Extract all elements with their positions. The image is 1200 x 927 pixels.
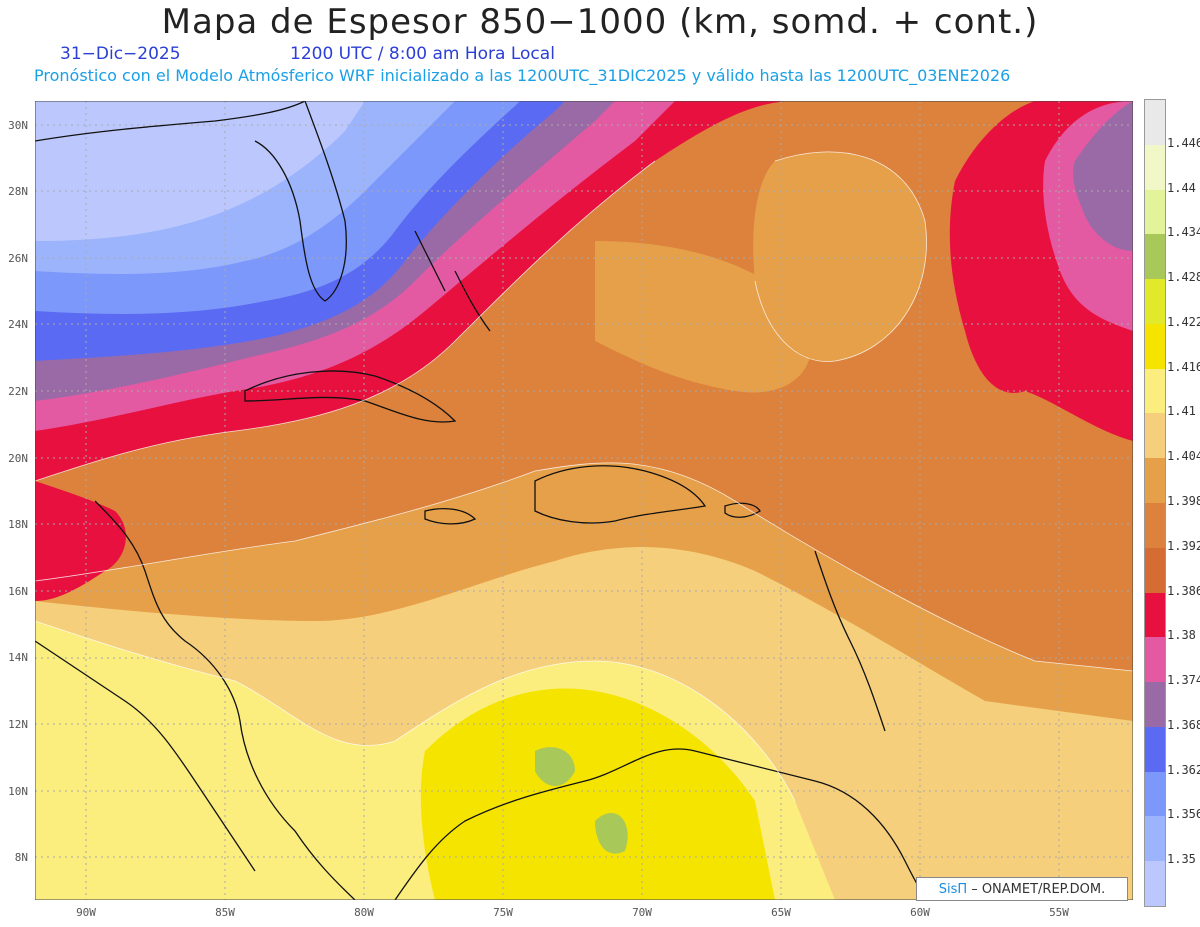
band-below [35,101,365,241]
colorbar-tick-label: 1.356 [1167,807,1200,822]
colorbar-tick-label: 1.41 [1167,404,1196,419]
lon-label: 70W [632,906,652,919]
map-title: Mapa de Espesor 850−1000 (km, somd. + co… [161,2,1039,42]
lat-label: 30N [8,119,28,132]
colorbar-swatch [1145,771,1165,817]
colorbar-swatch [1145,100,1165,146]
contours [35,151,1133,802]
colorbar-tick-label: 1.422 [1167,314,1200,329]
forecast-time: 1200 UTC / 8:00 am Hora Local [290,44,555,64]
colorbar-swatch [1145,682,1165,728]
lat-label: 28N [8,185,28,198]
lat-label: 14N [8,651,28,664]
lat-label: 16N [8,585,28,598]
lon-label: 85W [215,906,235,919]
colorbar-swatch [1145,637,1165,683]
band-1368-east [1072,101,1133,251]
lat-label: 22N [8,385,28,398]
colorbar-tick-label: 1.428 [1167,270,1200,285]
band-1428-patch [535,747,575,786]
lon-label: 60W [910,906,930,919]
colorbar-swatch [1145,861,1165,907]
colorbar-tick-label: 1.398 [1167,494,1200,508]
brand-logo: SisΠ [938,881,968,897]
band-1392-c [595,241,812,393]
colorbar-swatch [1145,547,1165,594]
colorbar [1144,99,1166,907]
colorbar-swatch [1145,503,1165,549]
colorbar-tick-label: 1.386 [1167,583,1200,598]
colorbar-swatch [1145,592,1165,638]
lat-label: 20N [8,452,28,465]
lat-label: 8N [14,851,28,864]
colorbar-swatch [1145,368,1165,414]
colorbar-swatch [1145,189,1165,235]
graticule [35,101,1133,900]
lon-label: 90W [76,906,96,919]
credit-box: SisΠ – ONAMET/REP.DOM. [916,877,1128,901]
colorbar-tick-label: 1.38 [1167,628,1196,643]
colorbar-tick-label: 1.416 [1167,359,1200,374]
colorbar-tick-label: 1.368 [1167,717,1200,732]
colorbar-swatch [1145,279,1165,325]
colorbar-swatch [1145,458,1165,504]
lon-label: 75W [493,906,513,919]
colorbar-swatch [1145,726,1165,773]
colorbar-tick-label: 1.446 [1167,135,1200,150]
lon-label: 65W [771,906,791,919]
colorbar-tick-label: 1.35 [1167,852,1196,867]
colorbar-tick-label: 1.374 [1167,673,1200,688]
lat-label: 10N [8,785,28,798]
band-1428-patch2 [595,812,628,854]
colorbar-tick-label: 1.392 [1167,538,1200,553]
colorbar-tick-label: 1.44 [1167,180,1196,195]
colorbar-tick-label: 1.362 [1167,762,1200,777]
lon-label: 55W [1049,906,1069,919]
thickness-map [35,101,1133,900]
lat-label: 26N [8,252,28,265]
colorbar-swatch [1145,413,1165,459]
colorbar-swatch [1145,323,1165,370]
forecast-date: 31−Dic−2025 [60,44,181,64]
lat-label: 24N [8,318,28,331]
lat-label: 12N [8,718,28,731]
colorbar-tick-label: 1.434 [1167,225,1200,240]
lat-label: 18N [8,518,28,531]
model-description: Pronóstico con el Modelo Atmósferico WRF… [34,66,1011,85]
credit-text: – ONAMET/REP.DOM. [971,881,1106,897]
lon-label: 80W [354,906,374,919]
coastlines [35,101,931,900]
colorbar-swatch [1145,144,1165,191]
band-1416 [420,688,775,900]
colorbar-swatch [1145,816,1165,862]
colorbar-swatch [1145,234,1165,280]
colorbar-tick-label: 1.404 [1167,449,1200,464]
